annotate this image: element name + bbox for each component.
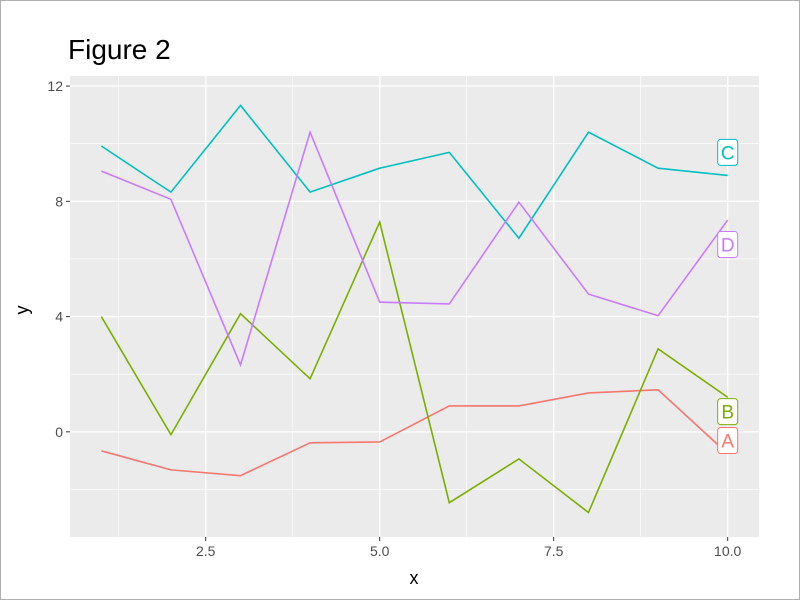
series-label-box-a (717, 426, 739, 454)
x-tick-label: 2.5 (196, 543, 216, 559)
series-label-box-b (717, 398, 739, 426)
y-tick-label: 8 (55, 193, 63, 209)
x-tick-label: 5.0 (370, 543, 390, 559)
y-axis-label: y (12, 306, 32, 315)
series-line-d (101, 129, 729, 368)
series-line-c (100, 104, 728, 240)
series-label-box-d (717, 231, 739, 259)
y-tick-label: 0 (55, 424, 63, 440)
series-label-a: A (721, 431, 734, 452)
series-label-b: B (721, 403, 734, 424)
y-tick-label: 12 (47, 78, 63, 94)
y-tick-label: 4 (55, 309, 63, 325)
plot-panel (70, 76, 759, 537)
series-label-d: D (721, 236, 735, 257)
series-line-a (101, 388, 729, 477)
x-axis-label: x (410, 568, 419, 588)
axes: 2.5 5.0 7.5 10.0 0 4 8 12 (47, 78, 741, 559)
x-tick-label: 10.0 (714, 543, 741, 559)
series-line-b (100, 219, 729, 514)
series-labels: AB C D (717, 138, 739, 454)
x-tick-label: 7.5 (544, 543, 564, 559)
chart-title: Figure 2 (68, 34, 171, 65)
series-label-c: C (721, 143, 735, 164)
series-label-box-c (717, 138, 739, 166)
series-lines (100, 104, 729, 514)
